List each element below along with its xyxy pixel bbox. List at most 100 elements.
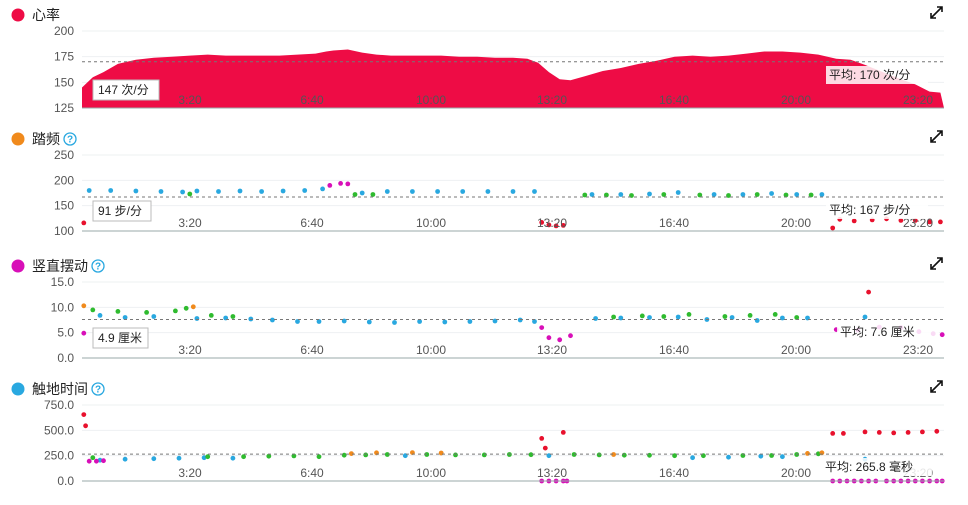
data-point: [194, 188, 200, 194]
data-point: [442, 319, 448, 325]
data-point: [690, 455, 695, 461]
chart-title: 心率: [32, 7, 60, 23]
chart-panel-2: 踏频 ? 250 200 150 100 3:20 6:40 10:00 13:20 16:40 20…: [11, 130, 944, 238]
expand-icon[interactable]: [930, 257, 943, 270]
y-tick-label: 10.0: [51, 300, 75, 314]
data-point: [467, 319, 473, 324]
y-tick-label: 200: [54, 173, 74, 187]
data-point: [327, 183, 333, 188]
data-point: [194, 316, 200, 321]
data-point: [686, 312, 692, 317]
x-tick-label: 6:40: [300, 93, 324, 107]
data-point: [582, 192, 588, 198]
heart-rate-area: [82, 49, 944, 108]
x-tick-label: 16:40: [659, 343, 689, 357]
x-tick-label: 23:20: [903, 93, 933, 107]
data-point: [90, 455, 96, 461]
tooltip-text: 4.9 厘米: [98, 331, 142, 345]
average-text: 平均: 167 步/分: [829, 203, 910, 217]
data-point: [230, 455, 236, 461]
data-point: [539, 325, 545, 330]
data-point: [352, 192, 358, 197]
help-icon[interactable]: ?: [63, 132, 77, 146]
data-point: [927, 219, 932, 225]
data-point: [539, 220, 545, 225]
data-point: [94, 458, 99, 464]
series-2: [90, 451, 821, 461]
data-point: [291, 453, 297, 459]
y-tick-label: 750.0: [44, 398, 74, 412]
series-2: [187, 191, 814, 198]
average-text: 平均: 7.6 厘米: [840, 325, 915, 339]
data-point: [259, 189, 264, 194]
data-point: [726, 454, 731, 460]
svg-text:?: ?: [95, 385, 101, 396]
data-point: [101, 458, 106, 464]
data-point: [237, 188, 243, 194]
x-tick-label: 13:20: [537, 466, 567, 480]
data-point: [934, 428, 940, 434]
data-point: [158, 189, 164, 194]
help-icon[interactable]: ?: [91, 382, 105, 396]
x-tick-label: 20:00: [781, 466, 811, 480]
data-point: [417, 319, 422, 324]
x-tick-label: 13:20: [537, 216, 567, 230]
x-tick-label: 16:40: [659, 93, 689, 107]
help-icon[interactable]: ?: [91, 259, 105, 273]
data-point: [546, 335, 552, 341]
tooltip: 4.9 厘米: [92, 327, 149, 349]
expand-icon[interactable]: [930, 380, 943, 393]
svg-text:?: ?: [95, 262, 101, 273]
series-1: [97, 453, 868, 463]
data-point: [183, 305, 189, 311]
expand-icon[interactable]: [930, 130, 943, 143]
data-point: [672, 453, 677, 459]
data-point: [481, 452, 487, 458]
x-tick-label: 6:40: [300, 343, 324, 357]
data-point: [841, 431, 846, 436]
data-point: [205, 454, 211, 460]
data-point: [557, 337, 563, 343]
data-point: [280, 188, 286, 194]
data-point: [320, 186, 325, 192]
y-tick-label: 500.0: [44, 423, 74, 437]
data-point: [568, 333, 573, 339]
y-tick-label: 15.0: [51, 275, 75, 289]
y-tick-label: 0.0: [57, 474, 74, 488]
data-point: [144, 310, 150, 315]
y-tick-label: 150: [54, 75, 74, 89]
average-text: 平均: 170 次/分: [829, 68, 910, 82]
data-point: [815, 451, 821, 457]
x-tick-label: 6:40: [300, 216, 324, 230]
data-point: [176, 455, 182, 461]
x-tick-label: 3:20: [178, 216, 202, 230]
data-point: [639, 313, 645, 319]
data-point: [805, 451, 810, 456]
x-tick-label: 3:20: [178, 93, 202, 107]
x-tick-label: 10:00: [416, 93, 446, 107]
series-3: [327, 181, 351, 188]
data-point: [187, 191, 193, 197]
data-point: [338, 181, 343, 186]
x-tick-label: 16:40: [659, 216, 689, 230]
data-point: [81, 412, 87, 417]
data-point: [711, 192, 717, 197]
series-3: [81, 303, 196, 310]
data-point: [769, 191, 774, 196]
data-point: [647, 191, 652, 197]
data-point: [517, 317, 523, 323]
data-point: [316, 319, 322, 324]
chart-title: 踏频: [32, 131, 60, 147]
data-point: [345, 181, 351, 187]
data-point: [560, 223, 566, 228]
data-point: [180, 189, 186, 195]
data-point: [912, 218, 918, 223]
data-point: [341, 452, 347, 458]
series-4: [81, 324, 945, 343]
data-point: [86, 458, 92, 464]
chart-panel-3: 竖直摆动 ? 15.0 10.0 5.0 0.0 3:20 6:40 10:00 13:20 16:…: [11, 257, 945, 365]
expand-icon[interactable]: [930, 6, 943, 19]
title-dot-icon: [11, 259, 25, 273]
data-point: [341, 318, 347, 324]
data-point: [485, 189, 491, 194]
